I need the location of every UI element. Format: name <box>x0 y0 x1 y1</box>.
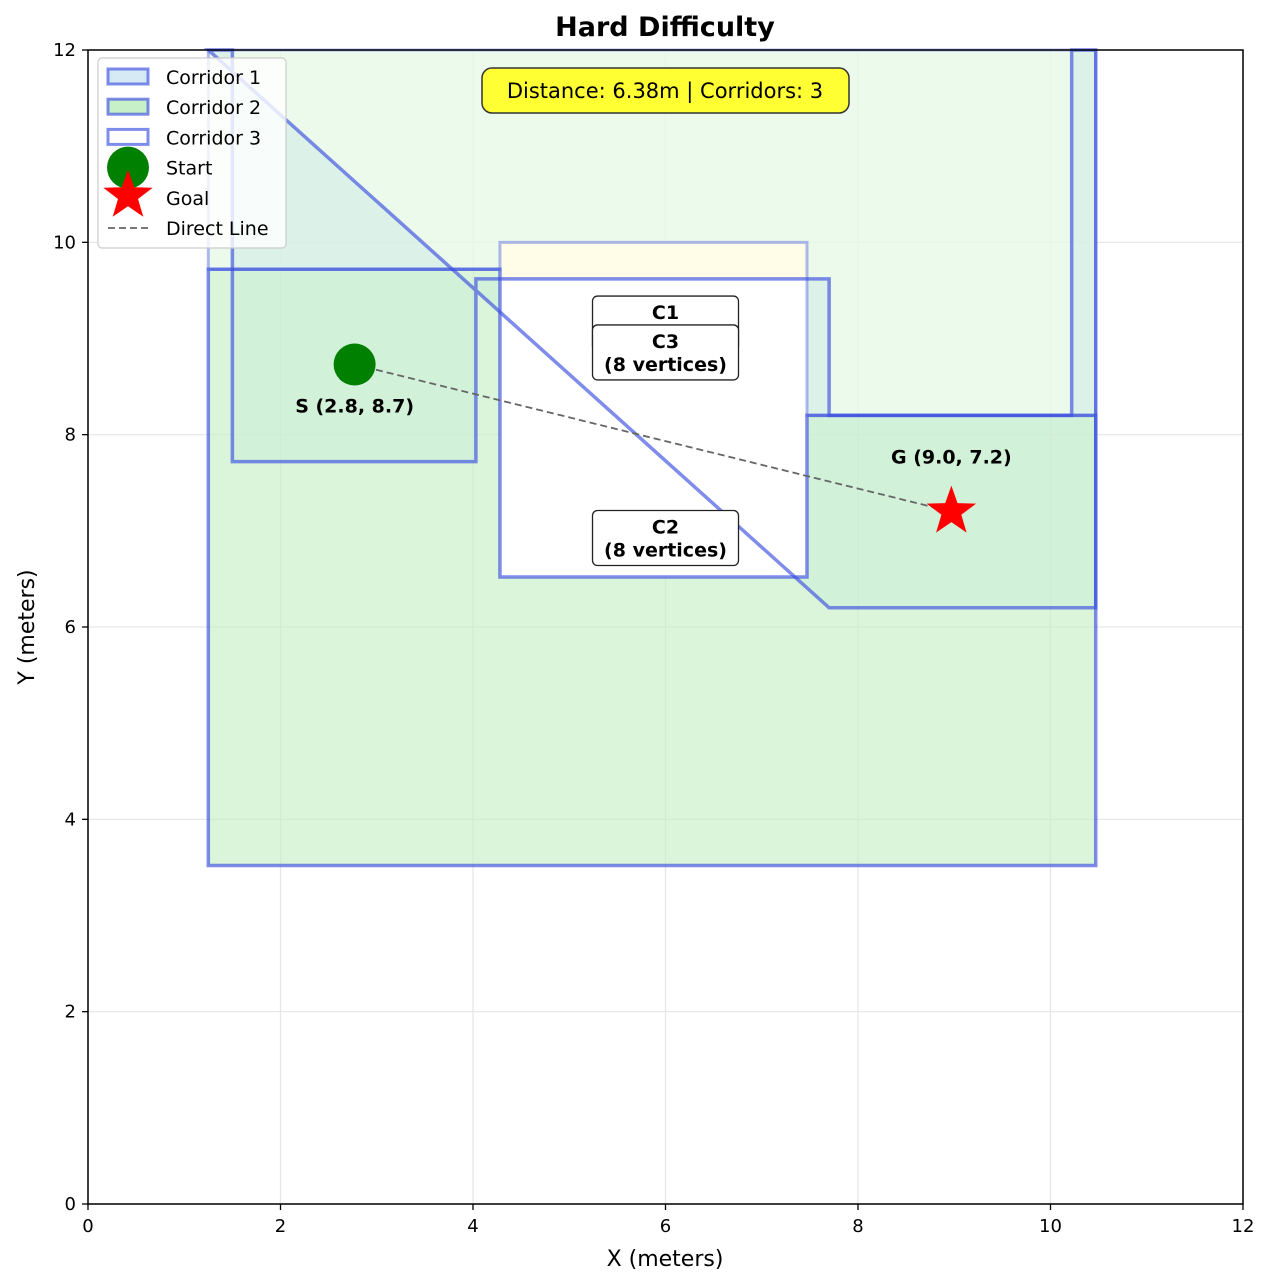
corridor-2-fill <box>208 269 1096 866</box>
corridor-label-vertices: (8 vertices) <box>604 540 727 562</box>
corridor-label-name: C1 <box>652 302 679 324</box>
chart-title: Hard Difficulty <box>555 12 775 43</box>
y-tick-label: 8 <box>65 425 76 446</box>
legend-item-corridor-1: Corridor 1 <box>106 67 261 89</box>
corridor-gap-top <box>499 242 807 279</box>
goal-label: G (9.0, 7.2) <box>891 447 1012 469</box>
info-box-text: Distance: 6.38m | Corridors: 3 <box>507 79 823 104</box>
legend-item-corridor-2: Corridor 2 <box>106 97 261 119</box>
y-tick-label: 2 <box>65 1002 76 1023</box>
x-tick-label: 8 <box>852 1216 863 1237</box>
corridor-3-fill <box>208 50 1096 416</box>
corridor-2-outline <box>206 267 1098 868</box>
legend-label: Corridor 3 <box>166 127 261 149</box>
legend-label: Corridor 1 <box>166 67 261 89</box>
legend-item-corridor-3: Corridor 3 <box>106 127 261 149</box>
y-tick-label: 10 <box>53 232 76 253</box>
y-axis: 0 2 4 6 8 10 12 <box>53 40 88 1215</box>
y-tick-label: 0 <box>65 1194 76 1215</box>
x-tick-label: 4 <box>467 1216 478 1237</box>
legend-label: Direct Line <box>166 218 269 240</box>
legend-label: Corridor 2 <box>166 97 261 119</box>
y-tick-label: 4 <box>65 809 76 830</box>
legend-swatch <box>103 169 153 217</box>
legend-item-goal: Goal <box>103 169 209 217</box>
corridor-label-frame <box>591 509 740 567</box>
corridor-3-tint <box>208 50 1096 416</box>
direct-line <box>354 363 952 513</box>
goal-marker <box>926 485 977 533</box>
x-tick-label: 12 <box>1232 1216 1255 1237</box>
legend-label: Goal <box>166 188 209 210</box>
y-tick-label: 12 <box>53 40 76 61</box>
legend-swatch <box>106 67 150 86</box>
start-marker <box>333 343 376 386</box>
corridors <box>208 50 1096 866</box>
y-tick-label: 6 <box>65 617 76 638</box>
info-box-frame <box>481 67 850 114</box>
x-tick-label: 0 <box>82 1216 93 1237</box>
corridor-outlines <box>203 48 1098 868</box>
x-axis: 0 2 4 6 8 10 12 <box>82 1204 1254 1237</box>
legend-label: Start <box>166 158 212 180</box>
corridor-label-c2: C2(8 vertices) <box>591 509 740 567</box>
corridor-labels: C1(8 vertices)C3(8 vertices)C2(8 vertice… <box>591 295 740 567</box>
corridor-label-frame <box>591 324 740 381</box>
legend: Corridor 1 Corridor 2 Corridor 3 Start Goal D… <box>97 57 287 249</box>
legend-item-direct-line: Direct Line <box>108 218 269 240</box>
y-axis-label: Y (meters) <box>15 569 40 685</box>
info-box: Distance: 6.38m | Corridors: 3 <box>481 67 850 114</box>
x-axis-label: X (meters) <box>607 1247 724 1272</box>
legend-swatch <box>106 127 150 146</box>
x-tick-label: 2 <box>275 1216 286 1237</box>
corridor-label-vertices: (8 vertices) <box>604 354 727 376</box>
legend-item-start: Start <box>107 146 212 189</box>
start-label: S (2.8, 8.7) <box>295 395 414 417</box>
corridor-label-name: C2 <box>652 517 679 539</box>
corridor-label-name: C3 <box>652 331 679 353</box>
x-tick-label: 10 <box>1039 1216 1062 1237</box>
plot-area: C1(8 vertices)C3(8 vertices)C2(8 vertice… <box>87 48 1244 1205</box>
x-tick-label: 6 <box>660 1216 671 1237</box>
corridor-label-c3: C3(8 vertices) <box>591 324 740 381</box>
legend-swatch <box>107 146 149 189</box>
legend-swatch <box>106 97 150 116</box>
